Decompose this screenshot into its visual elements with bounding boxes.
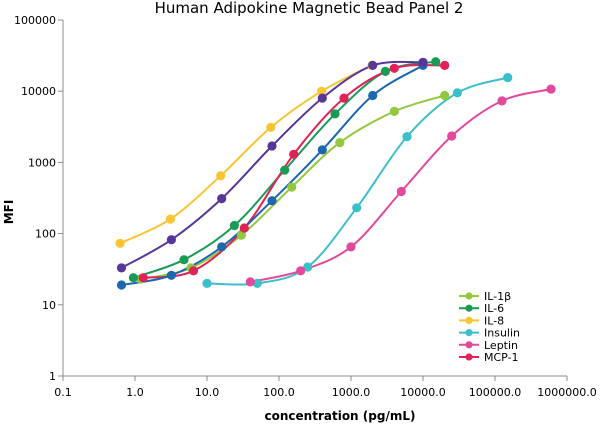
series-line-5 — [143, 63, 445, 279]
data-point-series-4 — [396, 186, 406, 197]
data-point-series-2 — [115, 238, 125, 248]
data-point-series-0 — [287, 182, 297, 192]
data-point-series-5 — [138, 273, 148, 283]
data-point-series-3 — [402, 132, 412, 142]
data-point-series-2 — [317, 86, 327, 96]
data-point-series-7 — [116, 263, 127, 273]
data-point-series-1 — [330, 109, 340, 119]
data-point-series-7 — [418, 57, 428, 67]
legend-marker — [465, 316, 473, 324]
legend-marker — [465, 353, 473, 361]
data-point-series-6 — [317, 145, 327, 155]
x-tick-label: 100000.0 — [469, 386, 522, 399]
x-tick-label: 1.0 — [126, 386, 144, 399]
data-point-series-4 — [447, 131, 457, 141]
data-point-series-3 — [503, 73, 513, 83]
data-point-series-1 — [280, 165, 290, 175]
legend-marker — [465, 329, 473, 337]
data-point-series-3 — [452, 88, 462, 98]
legend-label: Insulin — [484, 327, 520, 340]
y-tick-label: 1000 — [28, 156, 56, 169]
data-point-series-6 — [267, 196, 277, 206]
data-point-series-3 — [202, 278, 212, 288]
y-axis-label: MFI — [2, 200, 16, 225]
legend-label: IL-6 — [484, 302, 504, 315]
y-tick-label: 10000 — [21, 85, 56, 98]
data-point-series-2 — [266, 122, 276, 132]
data-point-series-6 — [217, 242, 227, 252]
data-point-series-3 — [252, 278, 262, 288]
legend-marker — [465, 304, 473, 312]
data-point-series-7 — [368, 60, 378, 70]
x-tick-label: 100.0 — [263, 386, 295, 399]
data-point-series-7 — [267, 141, 277, 151]
data-point-series-1 — [431, 57, 441, 67]
legend-label: IL-8 — [484, 314, 504, 327]
data-point-series-5 — [440, 60, 450, 70]
data-point-series-1 — [128, 273, 138, 283]
legend-label: MCP-1 — [484, 351, 519, 364]
data-point-series-4 — [497, 96, 507, 106]
data-point-series-4 — [546, 84, 556, 94]
series-line-3 — [206, 76, 508, 286]
data-point-series-3 — [303, 262, 313, 272]
data-point-series-1 — [380, 66, 390, 76]
data-point-series-5 — [389, 63, 399, 73]
legend-label: Leptin — [484, 339, 518, 352]
x-tick-label: 0.1 — [54, 386, 72, 399]
data-points — [115, 57, 556, 290]
data-point-series-5 — [289, 149, 299, 159]
data-point-series-4 — [245, 277, 255, 287]
y-tick-label: 1 — [49, 370, 56, 383]
data-point-series-5 — [188, 266, 199, 276]
data-point-series-6 — [116, 280, 127, 290]
data-point-series-5 — [339, 93, 349, 103]
data-point-series-7 — [166, 235, 176, 245]
y-tick-label: 10 — [42, 299, 56, 312]
x-tick-label: 10.0 — [195, 386, 220, 399]
legend-marker — [465, 292, 473, 300]
data-point-series-5 — [239, 223, 249, 233]
data-point-series-0 — [440, 90, 450, 101]
chart-title: Human Adipokine Magnetic Bead Panel 2 — [155, 0, 464, 17]
data-point-series-0 — [389, 106, 399, 116]
x-tick-label: 1000000.0 — [537, 386, 597, 399]
data-point-series-6 — [368, 90, 378, 101]
x-axis-label: concentration (pg/mL) — [265, 409, 416, 423]
data-point-series-3 — [352, 203, 362, 213]
y-tick-label: 100000 — [14, 14, 56, 27]
x-tick-label: 10000.0 — [400, 386, 446, 399]
x-tick-label: 1000.0 — [332, 386, 371, 399]
y-tick-label: 100 — [35, 228, 56, 241]
data-point-series-2 — [216, 171, 226, 181]
data-point-series-7 — [217, 194, 227, 204]
data-point-series-1 — [229, 220, 239, 231]
legend-marker — [465, 341, 473, 349]
series-line-2 — [119, 64, 373, 245]
series-line-6 — [121, 64, 424, 286]
axes: 1 10 100 1000 10000 100000 0.1 1.0 10.0 100.0 1000… — [14, 14, 597, 399]
data-point-series-0 — [236, 230, 246, 240]
data-point-series-1 — [179, 255, 189, 265]
data-point-series-4 — [296, 266, 306, 276]
data-point-series-2 — [165, 214, 175, 224]
data-point-series-0 — [335, 138, 345, 148]
legend-label: IL-1β — [484, 290, 511, 303]
curves — [119, 60, 552, 286]
data-point-series-4 — [346, 242, 356, 252]
data-point-series-6 — [166, 270, 176, 280]
data-point-series-7 — [317, 93, 327, 103]
